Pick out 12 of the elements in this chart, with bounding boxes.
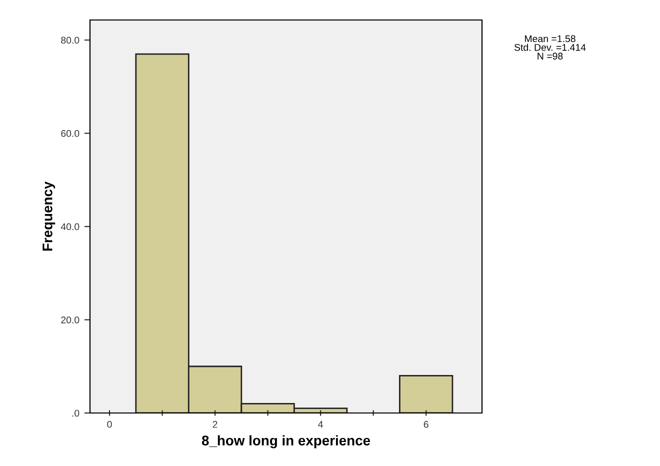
x-tick-label: 0 <box>107 420 112 428</box>
x-tick-label: 2 <box>212 420 218 428</box>
x-tick-label: 6 <box>424 420 428 428</box>
x-axis-title: 8_how long in experience <box>202 435 370 448</box>
y-tick-label: .0 <box>72 410 80 417</box>
y-tick-label: 20.0 <box>61 316 80 324</box>
x-tick-label: 4 <box>318 420 323 428</box>
text: Mean =1.58 Std. Dev. =1.414 N =98 <box>514 35 586 60</box>
y-tick-label: 40.0 <box>60 223 80 230</box>
y-tick-label: 60.0 <box>61 130 80 137</box>
y-axis-title: Frequency <box>42 181 56 251</box>
y-tick-label: 80.0 <box>61 36 80 44</box>
